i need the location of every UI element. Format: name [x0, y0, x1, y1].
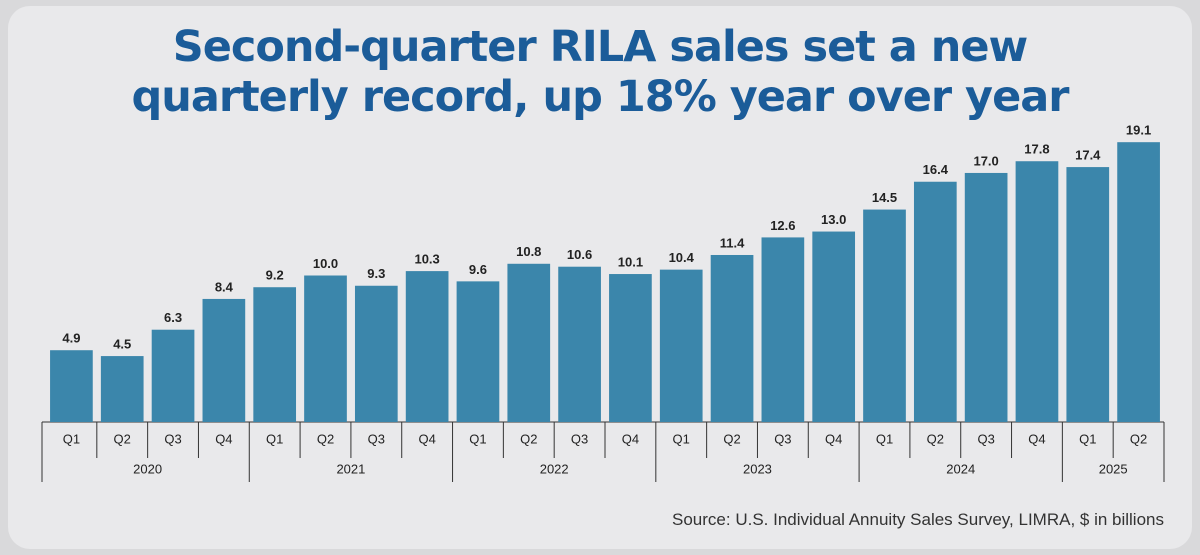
value-label: 17.8 — [1024, 142, 1049, 157]
x-tick-label: Q1 — [469, 431, 486, 446]
value-label: 13.0 — [821, 212, 846, 227]
bar — [50, 350, 93, 422]
value-label: 9.2 — [266, 268, 284, 283]
value-label: 19.1 — [1126, 123, 1151, 138]
group-label: 2023 — [743, 461, 772, 476]
value-label: 9.6 — [469, 262, 487, 277]
bar — [812, 231, 856, 422]
value-label: 10.6 — [567, 247, 592, 262]
value-label: 4.9 — [62, 331, 80, 346]
x-tick-label: Q3 — [164, 431, 181, 446]
value-label: 17.0 — [973, 153, 998, 168]
x-tick-label: Q4 — [622, 431, 639, 446]
value-label: 10.8 — [516, 244, 541, 259]
source-note: Source: U.S. Individual Annuity Sales Su… — [672, 510, 1164, 529]
x-tick-label: Q2 — [114, 431, 131, 446]
value-label: 9.3 — [367, 266, 385, 281]
bar — [456, 281, 500, 422]
bar — [100, 356, 144, 422]
value-label: 17.4 — [1075, 148, 1101, 163]
bar — [304, 275, 347, 422]
bar — [507, 263, 551, 422]
x-tick-label: Q4 — [418, 431, 435, 446]
bar — [405, 271, 449, 422]
bar — [1117, 142, 1160, 422]
title-box: Second-quarter RILA sales set a new quar… — [0, 22, 1200, 122]
group-label: 2022 — [540, 461, 569, 476]
group-label: 2021 — [336, 461, 365, 476]
chart-title: Second-quarter RILA sales set a new quar… — [131, 22, 1070, 122]
bar — [609, 274, 652, 422]
x-tick-label: Q2 — [723, 431, 740, 446]
value-label: 16.4 — [923, 162, 949, 177]
x-tick-label: Q4 — [1028, 431, 1045, 446]
x-tick-label: Q3 — [368, 431, 385, 446]
x-tick-label: Q2 — [520, 431, 537, 446]
bar — [151, 329, 195, 422]
value-label: 10.4 — [669, 250, 695, 265]
group-label: 2020 — [133, 461, 162, 476]
x-tick-label: Q1 — [673, 431, 690, 446]
bar — [863, 209, 906, 422]
x-tick-label: Q2 — [317, 431, 334, 446]
bar — [913, 181, 957, 422]
value-label: 12.6 — [770, 218, 795, 233]
value-label: 11.4 — [720, 235, 745, 250]
x-tick-label: Q4 — [215, 431, 232, 446]
x-tick-label: Q4 — [825, 431, 842, 446]
value-label: 8.4 — [215, 279, 234, 294]
group-label: 2024 — [946, 461, 975, 476]
value-label: 14.5 — [872, 190, 897, 205]
value-label: 4.5 — [113, 337, 131, 352]
bar — [964, 172, 1008, 422]
bar — [1015, 161, 1059, 423]
x-tick-label: Q3 — [977, 431, 994, 446]
value-label: 6.3 — [164, 310, 182, 325]
bar — [202, 298, 246, 422]
bar — [1066, 167, 1110, 422]
value-label: 10.0 — [313, 256, 338, 271]
x-tick-label: Q2 — [927, 431, 944, 446]
value-label: 10.3 — [414, 252, 439, 267]
value-label: 10.1 — [618, 254, 643, 269]
x-tick-label: Q1 — [876, 431, 893, 446]
x-tick-label: Q1 — [1079, 431, 1096, 446]
x-tick-label: Q1 — [266, 431, 283, 446]
x-tick-label: Q2 — [1130, 431, 1147, 446]
x-tick-label: Q3 — [571, 431, 588, 446]
bar — [710, 254, 754, 422]
x-tick-label: Q3 — [774, 431, 791, 446]
bar — [253, 287, 297, 422]
bar — [659, 269, 703, 422]
group-label: 2025 — [1099, 461, 1128, 476]
bar — [558, 266, 601, 422]
bar — [761, 237, 805, 422]
x-tick-label: Q1 — [63, 431, 80, 446]
bar — [354, 285, 398, 422]
